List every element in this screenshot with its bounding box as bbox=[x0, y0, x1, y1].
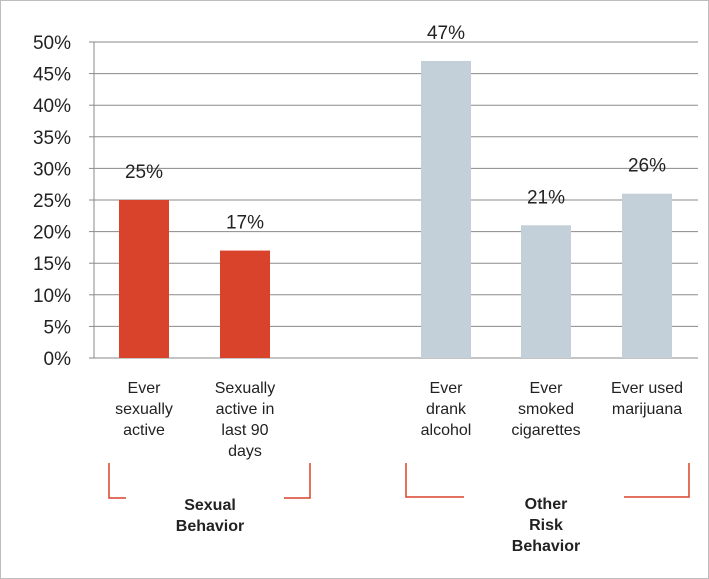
bar bbox=[119, 200, 169, 358]
category-labels: Ever sexually active Sexually active in last … bbox=[115, 380, 683, 460]
y-tick-label: 40% bbox=[33, 96, 71, 117]
data-label: 17% bbox=[226, 213, 264, 234]
bar bbox=[622, 193, 672, 358]
bar bbox=[220, 250, 270, 358]
y-tick-label: 25% bbox=[33, 191, 71, 212]
data-label: 25% bbox=[125, 162, 163, 183]
group-label: Other Risk Behavior bbox=[512, 496, 580, 555]
y-tick-label: 30% bbox=[33, 159, 71, 180]
data-label: 26% bbox=[628, 156, 666, 177]
bars bbox=[119, 60, 672, 359]
bar bbox=[421, 60, 471, 359]
y-tick-label: 15% bbox=[33, 254, 71, 275]
category-label: Sexually active in last 90 days bbox=[215, 380, 275, 460]
y-tick-label: 35% bbox=[33, 128, 71, 149]
data-labels: 25% 17% 47% 21% 26% bbox=[125, 23, 666, 234]
data-label: 21% bbox=[527, 187, 565, 208]
data-label: 47% bbox=[427, 23, 465, 44]
y-tick-label: 5% bbox=[44, 317, 72, 338]
category-label: Ever used marijuana bbox=[611, 380, 683, 418]
group-brackets: Sexual Behavior Other Risk Behavior bbox=[108, 463, 690, 555]
y-tick-label: 0% bbox=[44, 349, 72, 370]
group-bracket-left bbox=[108, 463, 126, 499]
category-label: Ever sexually active bbox=[115, 380, 173, 439]
gridlines bbox=[94, 41, 698, 327]
y-tick-label: 45% bbox=[33, 65, 71, 86]
y-tick-label: 10% bbox=[33, 286, 71, 307]
bar bbox=[521, 225, 571, 358]
y-axis: 0% 5% 10% 15% 20% 25% 30% 35% 40% 45% 50% bbox=[33, 33, 698, 370]
group-bracket-right bbox=[284, 463, 311, 499]
group-label: Sexual Behavior bbox=[176, 497, 244, 535]
category-label: Ever drank alcohol bbox=[421, 380, 472, 439]
group-bracket-left bbox=[405, 463, 464, 498]
category-label: Ever smoked cigarettes bbox=[511, 380, 580, 439]
group-bracket-right bbox=[624, 463, 690, 498]
y-tick-label: 50% bbox=[33, 33, 71, 54]
y-tick-label: 20% bbox=[33, 223, 71, 244]
